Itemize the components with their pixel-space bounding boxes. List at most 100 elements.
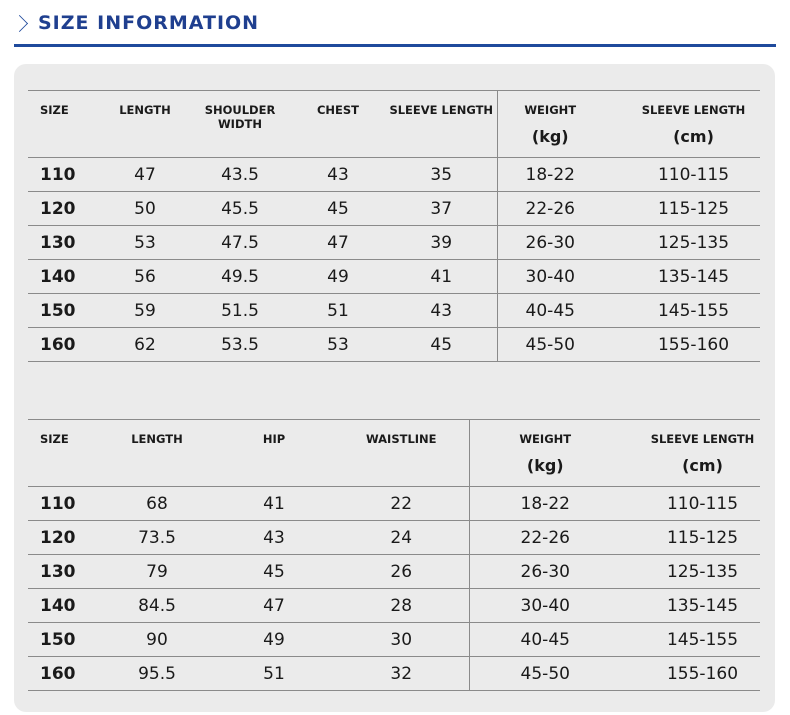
unit-label: (kg): [531, 127, 569, 146]
value-cell: 45: [386, 327, 497, 362]
column-header: SLEEVE LENGTH: [386, 90, 497, 158]
header-label: SLEEVE LENGTH: [650, 432, 755, 446]
value-cell: 110-115: [603, 157, 760, 192]
table-row: 160 62 53.5 53 45 45-50 155-160: [28, 327, 760, 362]
value-cell: 49.5: [190, 259, 290, 294]
value-cell: 51: [214, 656, 334, 691]
value-cell: 51: [290, 293, 386, 328]
column-header: LENGTH: [100, 419, 214, 487]
value-cell: 35: [386, 157, 497, 192]
unit-label: (cm): [682, 456, 723, 475]
value-cell: 45.5: [190, 191, 290, 226]
size-cell: 110: [28, 157, 100, 192]
value-cell: 155-160: [621, 656, 760, 691]
value-cell: 115-125: [603, 191, 760, 226]
size-cell: 150: [28, 293, 100, 328]
value-cell: 49: [214, 622, 334, 657]
unit-label: (cm): [673, 127, 714, 146]
top-size-table: SIZE LENGTH SHOULDER WIDTH CHEST SLEEVE LENG…: [28, 90, 760, 362]
value-cell: 53.5: [190, 327, 290, 362]
value-cell: 95.5: [100, 656, 214, 691]
value-cell: 26: [334, 554, 469, 589]
bottom-size-table: SIZE LENGTH HIP WAISTLINE WEIGHT (kg) SLEEVE L…: [28, 419, 760, 691]
value-cell: 53: [290, 327, 386, 362]
header-label: SLEEVE LENGTH: [389, 103, 494, 117]
table-row: 140 84.5 47 28 30-40 135-145: [28, 588, 760, 623]
value-cell: 45: [214, 554, 334, 589]
value-cell: 43.5: [190, 157, 290, 192]
value-cell: 90: [100, 622, 214, 657]
value-cell: 50: [100, 191, 190, 226]
header-label: SHOULDER WIDTH: [204, 103, 276, 131]
column-header: CHEST: [290, 90, 386, 158]
header-label: SIZE: [40, 432, 69, 446]
value-cell: 125-135: [621, 554, 760, 589]
value-cell: 47: [290, 225, 386, 260]
size-cell: 160: [28, 656, 100, 691]
column-header: SLEEVE LENGTH (cm): [621, 419, 760, 487]
size-cell: 110: [28, 486, 100, 521]
table-header: SIZE LENGTH HIP WAISTLINE WEIGHT (kg) SLEEVE L…: [28, 419, 760, 487]
value-cell: 53: [100, 225, 190, 260]
size-cell: 150: [28, 622, 100, 657]
column-header: LENGTH: [100, 90, 190, 158]
header-label: LENGTH: [119, 103, 171, 117]
size-cell: 120: [28, 520, 100, 555]
size-cell: 140: [28, 588, 100, 623]
value-cell: 37: [386, 191, 497, 226]
value-cell: 73.5: [100, 520, 214, 555]
column-header: SLEEVE LENGTH (cm): [603, 90, 760, 158]
column-header: WAISTLINE: [334, 419, 469, 487]
table-row: 120 73.5 43 24 22-26 115-125: [28, 520, 760, 555]
value-cell: 45-50: [496, 327, 603, 362]
value-cell: 145-155: [603, 293, 760, 328]
value-cell: 79: [100, 554, 214, 589]
header-label: HIP: [262, 432, 286, 446]
column-header: SIZE: [28, 90, 100, 158]
table-row: 130 53 47.5 47 39 26-30 125-135: [28, 225, 760, 260]
size-cell: 130: [28, 554, 100, 589]
section-title: SIZE INFORMATION: [38, 12, 260, 34]
table-row: 140 56 49.5 49 41 30-40 135-145: [28, 259, 760, 294]
value-cell: 26-30: [496, 225, 603, 260]
value-cell: 155-160: [603, 327, 760, 362]
value-cell: 41: [214, 486, 334, 521]
value-cell: 40-45: [496, 293, 603, 328]
table-header: SIZE LENGTH SHOULDER WIDTH CHEST SLEEVE LENG…: [28, 90, 760, 158]
size-cell: 130: [28, 225, 100, 260]
table-row: 120 50 45.5 45 37 22-26 115-125: [28, 191, 760, 226]
table-row: 150 59 51.5 51 43 40-45 145-155: [28, 293, 760, 328]
column-header: HIP: [214, 419, 334, 487]
header-label: CHEST: [316, 103, 360, 117]
size-cell: 120: [28, 191, 100, 226]
value-cell: 24: [334, 520, 469, 555]
table-row: 110 68 41 22 18-22 110-115: [28, 486, 760, 521]
value-cell: 41: [386, 259, 497, 294]
value-cell: 22: [334, 486, 469, 521]
value-cell: 26-30: [468, 554, 621, 589]
value-cell: 43: [386, 293, 497, 328]
value-cell: 68: [100, 486, 214, 521]
header-label: SIZE: [40, 103, 69, 117]
value-cell: 30-40: [468, 588, 621, 623]
value-cell: 49: [290, 259, 386, 294]
value-cell: 47.5: [190, 225, 290, 260]
value-cell: 32: [334, 656, 469, 691]
value-cell: 62: [100, 327, 190, 362]
value-cell: 45-50: [468, 656, 621, 691]
column-header: WEIGHT (kg): [468, 419, 621, 487]
value-cell: 56: [100, 259, 190, 294]
value-cell: 22-26: [468, 520, 621, 555]
table-row: 130 79 45 26 26-30 125-135: [28, 554, 760, 589]
section-header: SIZE INFORMATION: [11, 10, 776, 47]
column-header: SHOULDER WIDTH: [190, 90, 290, 158]
header-label: SLEEVE LENGTH: [641, 103, 746, 117]
value-cell: 59: [100, 293, 190, 328]
size-cell: 140: [28, 259, 100, 294]
header-label: WAISTLINE: [365, 432, 437, 446]
value-cell: 45: [290, 191, 386, 226]
value-cell: 51.5: [190, 293, 290, 328]
header-label: WEIGHT: [519, 432, 572, 446]
value-cell: 125-135: [603, 225, 760, 260]
value-cell: 40-45: [468, 622, 621, 657]
